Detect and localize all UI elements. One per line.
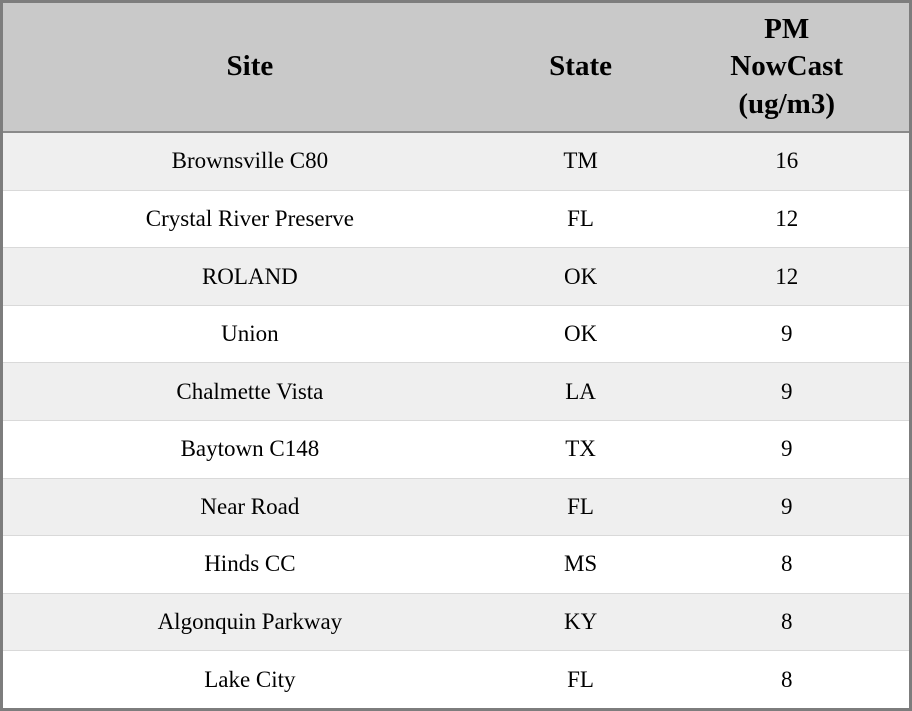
site-cell: Union — [221, 321, 279, 347]
site-cell: Hinds CC — [204, 551, 296, 577]
site-cell: Brownsville C80 — [171, 148, 329, 174]
state-column-header: State — [496, 3, 665, 133]
state-cell: FL — [567, 493, 594, 519]
pm-value-cell: 9 — [780, 493, 793, 519]
pm-value-cell: 8 — [780, 666, 793, 692]
site-cell: Algonquin Parkway — [157, 609, 343, 635]
air-quality-table: Site State PM NowCast (ug/m3) Brownsvill… — [3, 3, 909, 708]
site-cell: Baytown C148 — [180, 436, 320, 462]
pm-value-cell: 16 — [775, 148, 799, 174]
site-cell: Crystal River Preserve — [145, 205, 354, 231]
table-header: Site State PM NowCast (ug/m3) — [3, 3, 909, 133]
table-body: Brownsville C80 TM 16 Crystal River Pres… — [3, 132, 909, 708]
state-cell: LA — [565, 378, 596, 404]
pm-value-cell: 12 — [775, 205, 799, 231]
pm-value-cell: 8 — [780, 609, 793, 635]
state-cell: MS — [563, 551, 598, 577]
table-row: ROLAND OK 12 — [3, 247, 909, 306]
pm-value-cell: 12 — [775, 263, 799, 289]
table-row: Near Road FL 9 — [3, 478, 909, 536]
state-cell: TM — [563, 148, 598, 174]
pm-value-cell: 9 — [780, 321, 793, 347]
table-row: Baytown C148 TX 9 — [3, 420, 909, 479]
table-row: Brownsville C80 TM 16 — [3, 132, 909, 191]
site-cell: Chalmette Vista — [176, 378, 324, 404]
pm-value-cell: 9 — [780, 436, 793, 462]
header-row: Site State PM NowCast (ug/m3) — [3, 3, 909, 133]
pm-nowcast-column-header: PM NowCast (ug/m3) — [664, 3, 909, 133]
site-cell: ROLAND — [201, 263, 298, 289]
site-cell: Near Road — [200, 493, 300, 519]
table-row: Union OK 9 — [3, 305, 909, 363]
table-row: Algonquin Parkway KY 8 — [3, 593, 909, 651]
state-cell: KY — [563, 609, 598, 635]
table-row: Chalmette Vista LA 9 — [3, 362, 909, 421]
state-cell: TX — [565, 436, 596, 462]
state-cell: OK — [563, 263, 598, 289]
table-row: Crystal River Preserve FL 12 — [3, 190, 909, 248]
state-cell: FL — [567, 205, 594, 231]
table-row: Lake City FL 8 — [3, 650, 909, 708]
pm-value-cell: 9 — [780, 378, 793, 404]
pm-value-cell: 8 — [780, 551, 793, 577]
table-row: Hinds CC MS 8 — [3, 535, 909, 594]
state-cell: OK — [563, 321, 598, 347]
state-cell: FL — [567, 666, 594, 692]
site-column-header: Site — [3, 3, 497, 133]
site-cell: Lake City — [204, 666, 296, 692]
